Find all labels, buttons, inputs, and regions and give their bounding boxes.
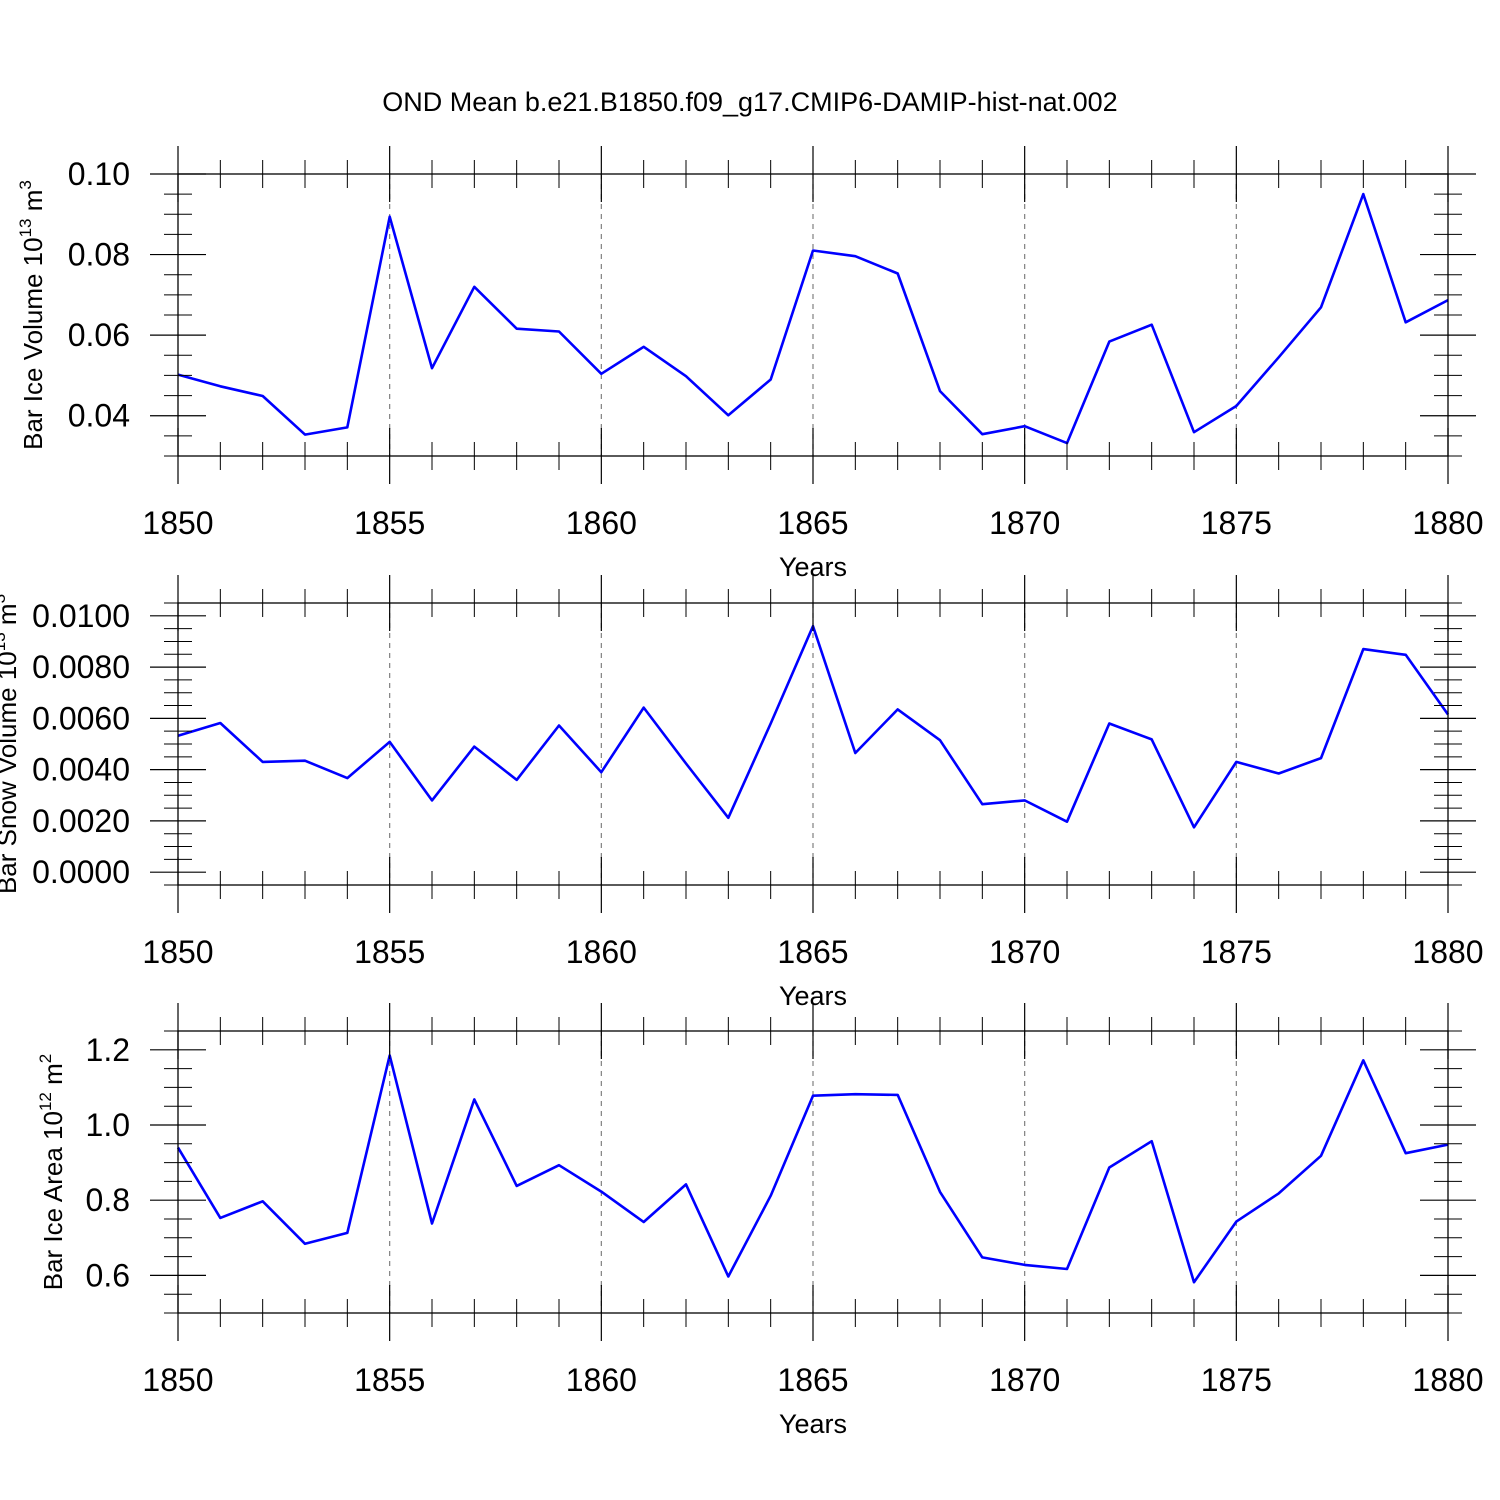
y-tick-label: 0.08: [68, 237, 130, 273]
y-tick-label: 0.0020: [32, 803, 130, 839]
panel-2: 0.0000 0.0020 0.0040 0.0060 0.0080 0.0100 1850…: [0, 575, 1484, 1011]
x-tick-label: 1860: [566, 934, 637, 970]
series-line: [177, 192, 1449, 445]
y-axis-label-part: Bar Snow Volume 10: [0, 651, 22, 894]
x-tick-label: 1865: [777, 1362, 848, 1398]
y-axis-label-part: 12: [36, 1092, 55, 1111]
x-tick-label: 1850: [142, 934, 213, 970]
panel-3: 0.6 0.8 1.0 1.2 1850 1855 1860 1865 1870 1875 1880…: [36, 1003, 1484, 1439]
y-axis-label: Bar Snow Volume 1013 m3: [0, 594, 22, 894]
y-axis-label-part: 3: [0, 594, 9, 603]
x-tick-label: 1880: [1412, 505, 1483, 541]
y-tick-label: 0.0080: [32, 649, 130, 685]
y-tick-label: 1.2: [86, 1032, 130, 1068]
y-tick-label: 0.8: [86, 1182, 130, 1218]
x-tick-label: 1875: [1201, 1362, 1272, 1398]
y-tick-label: 0.0060: [32, 700, 130, 736]
x-axis-label: Years: [779, 1409, 847, 1439]
y-axis-label-part: 2: [36, 1054, 55, 1063]
y-axis-label-part: m: [0, 603, 22, 632]
y-tick-label: 0.0100: [32, 598, 130, 634]
x-tick-label: 1850: [142, 505, 213, 541]
y-tick-label: 0.6: [86, 1257, 130, 1293]
x-tick-label: 1870: [989, 1362, 1060, 1398]
x-tick-label: 1855: [354, 934, 425, 970]
y-axis-label: Bar Ice Area 1012 m2: [36, 1054, 68, 1291]
x-tick-label: 1865: [777, 505, 848, 541]
x-tick-label: 1855: [354, 505, 425, 541]
y-tick-label: 1.0: [86, 1107, 130, 1143]
y-axis-label: Bar Ice Volume 1013 m3: [16, 180, 48, 450]
series-line: [176, 1054, 1449, 1284]
x-tick-label: 1875: [1201, 505, 1272, 541]
x-tick-label: 1880: [1412, 1362, 1483, 1398]
y-axis-label-part: m: [18, 190, 48, 219]
x-tick-label: 1855: [354, 1362, 425, 1398]
x-tick-label: 1875: [1201, 934, 1272, 970]
y-tick-label: 0.06: [68, 317, 130, 353]
x-tick-label: 1880: [1412, 934, 1483, 970]
x-tick-label: 1850: [142, 1362, 213, 1398]
y-axis-label-part: 13: [16, 218, 35, 237]
y-axis-label-part: Bar Ice Area 10: [38, 1111, 68, 1290]
y-axis-label-part: 13: [0, 632, 9, 651]
y-tick-label: 0.10: [68, 156, 130, 192]
panel-1: 0.04 0.06 0.08 0.10 1850 1855 1860 1865 1870 1875…: [16, 146, 1484, 582]
y-axis-label-part: Bar Ice Volume 10: [18, 237, 48, 449]
x-tick-label: 1870: [989, 505, 1060, 541]
x-tick-label: 1865: [777, 934, 848, 970]
x-tick-label: 1860: [566, 505, 637, 541]
y-axis-label-part: 3: [16, 180, 35, 189]
chart-title: OND Mean b.e21.B1850.f09_g17.CMIP6-DAMIP…: [382, 87, 1117, 117]
x-tick-label: 1860: [566, 1362, 637, 1398]
y-tick-label: 0.04: [68, 398, 130, 434]
y-tick-label: 0.0040: [32, 752, 130, 788]
y-tick-label: 0.0000: [32, 854, 130, 890]
x-tick-label: 1870: [989, 934, 1060, 970]
y-axis-label-part: m: [38, 1063, 68, 1092]
